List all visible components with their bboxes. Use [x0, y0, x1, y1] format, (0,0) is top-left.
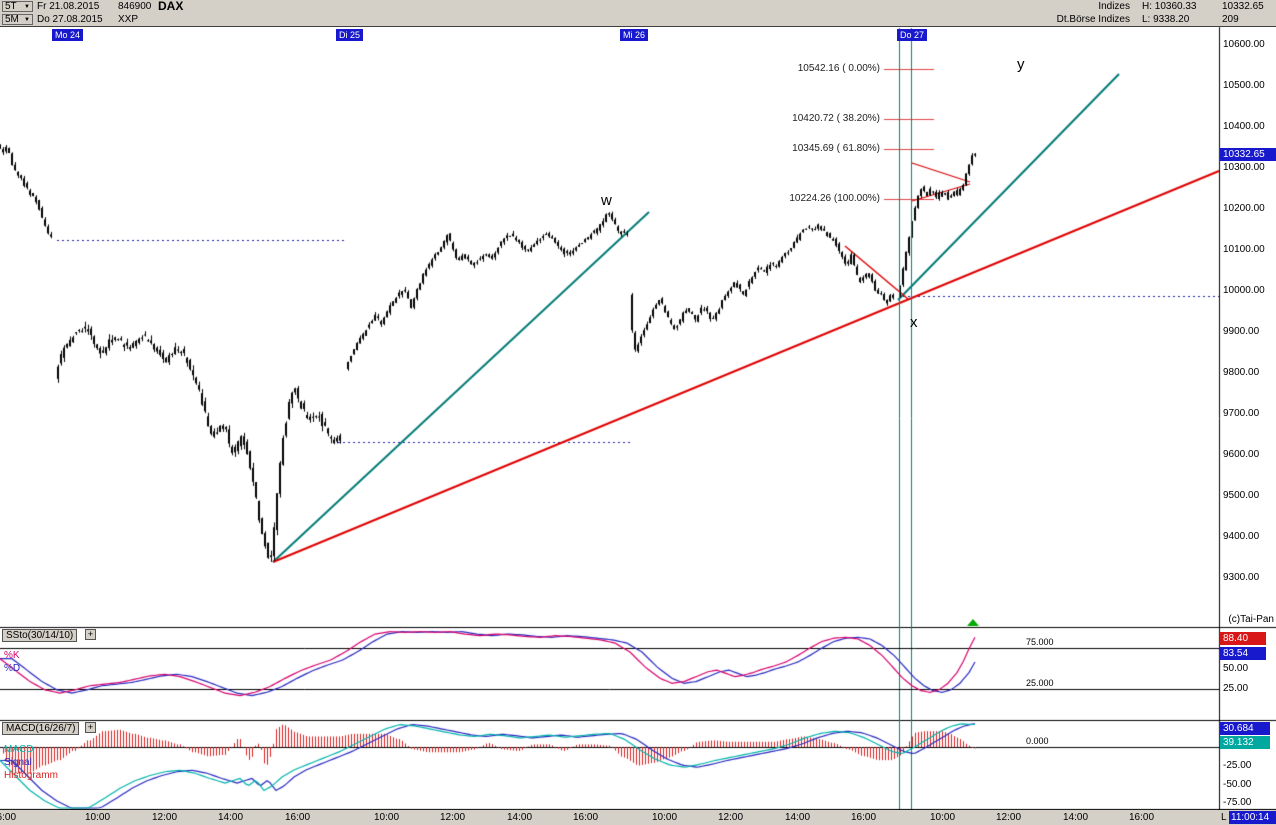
date-field-1[interactable]: Fr 21.08.2015	[37, 1, 100, 12]
ssto-axis-label: 50.00	[1223, 663, 1249, 674]
time-axis-label: 14:00	[785, 812, 811, 823]
security-code-2: XXP	[118, 14, 139, 25]
last-tick-marker: L	[1221, 812, 1227, 823]
price-axis-label: 9300.00	[1223, 572, 1260, 583]
time-axis-label: 12:00	[718, 812, 744, 823]
fib-level-label: 10345.69 ( 61.80%)	[792, 143, 880, 154]
time-axis-label: 12:00	[152, 812, 178, 823]
price-axis-label: 10600.00	[1223, 39, 1265, 50]
time-axis-label: 16:00	[851, 812, 877, 823]
price-axis-label: 10300.00	[1223, 162, 1265, 173]
macd-axis-label: -50.00	[1223, 779, 1252, 790]
toolbar: 5T ▼ Fr 21.08.2015 846900 DAX Indizes H: …	[0, 0, 1276, 27]
price-axis-label: 9400.00	[1223, 531, 1260, 542]
time-axis-label: 10:00	[652, 812, 678, 823]
timeframe-dropdown-2[interactable]: 5M ▼	[2, 14, 33, 25]
chart-symbol-title: DAX	[158, 0, 184, 13]
macd-axis-label: -75.00	[1223, 797, 1252, 808]
macd-value-badge: 39.132	[1220, 736, 1270, 749]
price-axis-label: 9800.00	[1223, 367, 1260, 378]
day-badge: Mi 26	[620, 29, 649, 41]
macd-value-badge: 30.684	[1220, 722, 1270, 735]
toolbar-row-primary: 5T ▼ Fr 21.08.2015 846900 DAX Indizes H: …	[0, 0, 1276, 13]
security-code: 846900	[118, 1, 152, 12]
chevron-down-icon: ▼	[24, 3, 30, 10]
date-field-2[interactable]: Do 27.08.2015	[37, 14, 103, 25]
macd-indicator-header[interactable]: MACD(16/26/7)	[2, 722, 80, 735]
macd-axis-label: -25.00	[1223, 760, 1252, 771]
macd-legend-signal: Signal	[4, 757, 32, 768]
timeframe-label-2: 5M	[5, 14, 19, 25]
wave-label-x: x	[910, 314, 918, 331]
timeframe-label-1: 5T	[5, 1, 17, 12]
timeframe-dropdown-1[interactable]: 5T ▼	[2, 1, 33, 12]
time-axis-label: 10:00	[374, 812, 400, 823]
ssto-axis-label: 25.00	[1223, 683, 1249, 694]
price-axis-label: 9900.00	[1223, 326, 1260, 337]
ssto-legend-K: %K	[4, 650, 20, 661]
time-axis-label: 12:00	[996, 812, 1022, 823]
ssto-legend-D: %D	[4, 663, 21, 674]
day-badge: Do 27	[897, 29, 928, 41]
price-axis-label: 10200.00	[1223, 203, 1265, 214]
change-value-top: 209	[1222, 14, 1239, 25]
price-axis-label: 10400.00	[1223, 121, 1265, 132]
time-axis-label: 14:00	[507, 812, 533, 823]
ssto-indicator-header[interactable]: SSto(30/14/10)	[2, 629, 78, 642]
index-group-2: Dt.Börse Indizes	[1056, 14, 1130, 25]
price-axis-label: 9500.00	[1223, 490, 1260, 501]
time-axis-label: 16:00	[0, 812, 17, 823]
macd-legend-histogramm: Histogramm	[4, 770, 58, 781]
price-axis-label: 9600.00	[1223, 449, 1260, 460]
day-badge: Mo 24	[52, 29, 84, 41]
ssto-level-label: 75.000	[1026, 637, 1054, 647]
time-axis-label: 16:00	[1129, 812, 1155, 823]
chevron-down-icon: ▼	[24, 16, 30, 23]
time-axis-label: 10:00	[930, 812, 956, 823]
time-axis-label: 16:00	[285, 812, 311, 823]
clock-badge: 11:00:14	[1229, 811, 1276, 824]
time-axis-label: 14:00	[218, 812, 244, 823]
fib-level-label: 10542.16 ( 0.00%)	[797, 63, 880, 74]
time-axis[interactable]	[0, 810, 1276, 825]
price-axis-label: 10000.00	[1223, 285, 1265, 296]
session-low: L: 9338.20	[1142, 14, 1190, 25]
ssto-value-badge: 83.54	[1220, 647, 1266, 660]
toolbar-row-secondary: 5M ▼ Do 27.08.2015 XXP Dt.Börse Indizes L…	[0, 13, 1276, 26]
time-axis-label: 16:00	[573, 812, 599, 823]
last-price-badge: 10332.65	[1220, 148, 1276, 161]
ssto-level-label: 25.000	[1026, 678, 1054, 688]
fib-level-label: 10224.26 (100.00%)	[789, 193, 880, 204]
wave-label-y: y	[1017, 56, 1025, 73]
last-value-top: 10332.65	[1222, 1, 1264, 12]
ssto-value-badge: 88.40	[1220, 632, 1266, 645]
price-axis-label: 9700.00	[1223, 408, 1260, 419]
session-high: H: 10360.33	[1142, 1, 1197, 12]
time-axis-label: 14:00	[1063, 812, 1089, 823]
copyright-label: (c)Tai-Pan	[1228, 614, 1274, 625]
day-badge: Di 25	[336, 29, 364, 41]
macd-zero-label: 0.000	[1026, 736, 1049, 746]
macd-expand-button[interactable]: +	[85, 722, 96, 733]
index-group-1: Indizes	[1098, 1, 1130, 12]
time-axis-label: 12:00	[440, 812, 466, 823]
wave-label-w: w	[601, 192, 612, 209]
price-axis-label: 10100.00	[1223, 244, 1265, 255]
ssto-expand-button[interactable]: +	[85, 629, 96, 640]
fib-level-label: 10420.72 ( 38.20%)	[792, 113, 880, 124]
macd-legend-macd: MACD	[4, 744, 34, 755]
price-axis-label: 10500.00	[1223, 80, 1265, 91]
time-axis-label: 10:00	[85, 812, 111, 823]
